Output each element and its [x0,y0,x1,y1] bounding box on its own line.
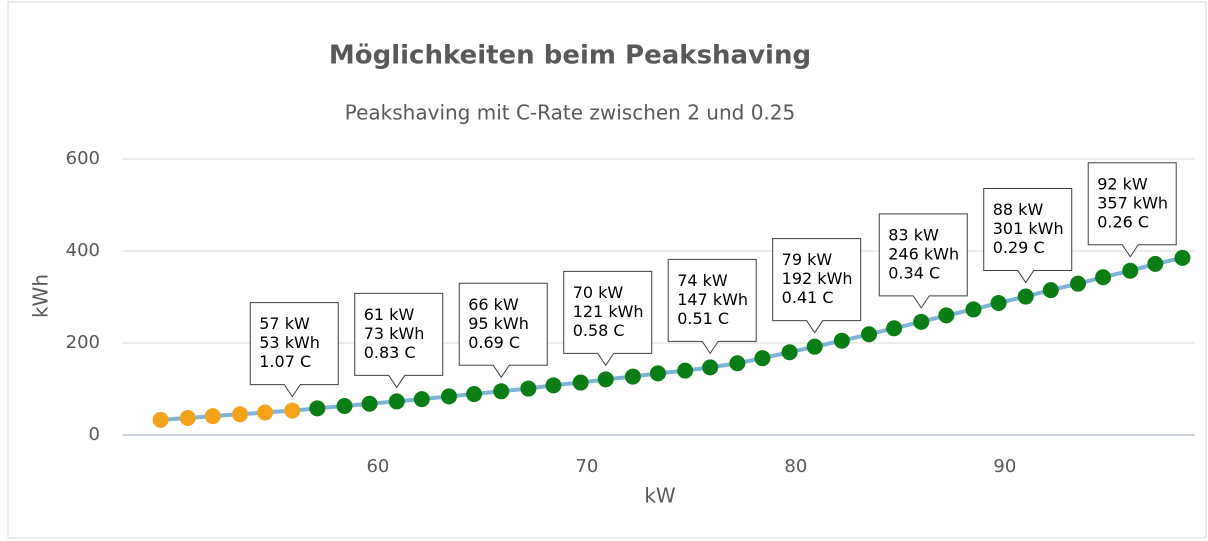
callout-text: 74 kW [677,271,728,290]
callout [249,302,339,398]
point [990,294,1007,311]
point [1122,262,1139,279]
callout-text: 73 kWh [364,324,425,343]
point [781,344,798,361]
callout-text: 0.51 C [677,309,729,328]
callout-text: 92 kW [1097,174,1148,193]
point [938,307,955,324]
point [806,338,823,355]
callout-text: 0.34 C [888,263,940,282]
point [413,391,430,408]
point [440,388,457,405]
point [1147,255,1164,272]
callout [563,270,653,367]
point [754,350,771,367]
x-axis-label: kW [644,484,676,508]
callout-text: 88 kW [993,200,1044,219]
callout-text: 301 kWh [993,219,1064,238]
point [152,411,169,428]
point [361,395,378,412]
callout-text: 357 kWh [1097,193,1168,212]
point [1042,282,1059,299]
callout [983,188,1073,284]
point [729,355,746,372]
x-tick-label: 60 [366,456,389,477]
y-tick-label: 200 [66,332,100,353]
callout-text: 0.26 C [1097,212,1149,231]
point [388,393,405,410]
point [1095,269,1112,286]
point [284,402,301,419]
callout-text: 0.29 C [993,238,1045,257]
callout-text: 61 kW [364,305,415,324]
point [1017,288,1034,305]
callout-text: 83 kW [888,225,939,244]
x-tick-label: 70 [575,456,598,477]
line [160,255,1183,422]
callout [772,238,862,334]
point [466,386,483,403]
chart-subtitle: Peakshaving mit C-Rate zwischen 2 und 0.… [345,101,795,125]
callout-text: 0.41 C [782,288,834,307]
point [179,409,196,426]
y-tick-label: 600 [66,148,100,169]
y-tick-label: 0 [89,424,100,445]
x-tick-label: 80 [784,456,807,477]
callout-text: 0.58 C [573,321,625,340]
point [886,320,903,337]
callout-text: 246 kWh [888,244,959,263]
callout [354,292,444,389]
point [965,301,982,318]
callout-text: 66 kW [468,295,519,314]
x-tick-label: 90 [993,456,1016,477]
callout [667,258,757,355]
chart-title: Möglichkeiten beim Peakshaving [329,41,811,71]
point [702,359,719,376]
point [232,406,249,423]
callout-text: 0.83 C [364,343,416,362]
y-tick-label: 400 [66,240,100,261]
point [309,400,326,417]
callout-text: 192 kWh [782,269,853,288]
callout [1087,162,1177,258]
callout-text: 121 kWh [573,302,644,321]
callout-text: 0.69 C [468,333,520,352]
callout-text: 1.07 C [259,352,311,371]
point [677,362,694,379]
callout [878,213,968,309]
point [833,332,850,349]
callout-text: 95 kWh [468,314,529,333]
callout [458,282,548,379]
callout-text: 53 kWh [259,333,320,352]
point [597,371,614,388]
point [204,408,221,425]
point [257,404,274,421]
point [861,326,878,343]
point [572,374,589,391]
callout-text: 57 kW [259,314,310,333]
point [545,377,562,394]
point [913,313,930,330]
point [1174,249,1191,266]
y-axis-label: kWh [29,274,53,318]
callout-text: 70 kW [573,283,624,302]
point [624,368,641,385]
point [1069,275,1086,292]
point [649,365,666,382]
callout-text: 147 kWh [677,290,748,309]
point [493,383,510,400]
point [520,380,537,397]
callout-text: 79 kW [782,250,833,269]
point [336,398,353,415]
